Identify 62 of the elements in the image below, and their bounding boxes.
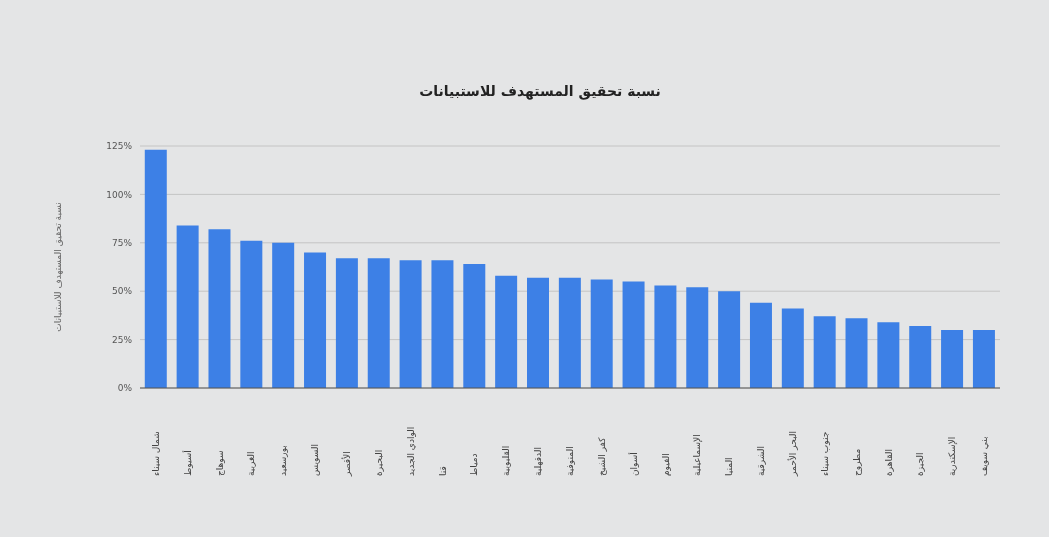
x-tick-label: السويس <box>310 444 321 476</box>
x-tick-label: الوادي الجديد <box>405 426 416 476</box>
x-tick-label: الإسماعيلية <box>692 434 704 476</box>
chart-title: نسبة تحقيق المستهدف للاستبيانات <box>418 83 662 99</box>
x-tick-label: القاهرة <box>883 449 894 476</box>
x-tick-label: الشرقية <box>756 445 767 476</box>
bar <box>367 258 390 388</box>
bar <box>813 316 836 388</box>
bar <box>972 329 995 388</box>
bar <box>845 318 868 388</box>
x-tick-label: أسيوط <box>181 450 193 476</box>
x-tick-label: الدقهلية <box>533 447 544 476</box>
bar <box>304 252 327 388</box>
x-tick-label: الغربية <box>246 451 257 476</box>
bar <box>558 277 581 388</box>
bar <box>877 322 900 388</box>
x-tick-label: سوهاج <box>214 450 225 476</box>
bar <box>431 260 454 388</box>
bar <box>941 329 964 388</box>
x-tick-label: شمال سيناء <box>150 431 161 476</box>
bar <box>335 258 358 388</box>
x-tick-label: القليوبية <box>501 445 512 476</box>
x-tick-label: المنيا <box>724 457 735 476</box>
y-axis-title: نسبة تحقيق المستهدف للاستبيانات <box>53 202 64 332</box>
x-tick-label: بني سويف <box>979 436 990 476</box>
x-tick-label: جنوب سيناء <box>819 431 830 476</box>
x-tick-label: قنا <box>437 466 448 476</box>
bar <box>654 285 677 388</box>
y-tick-label: 100% <box>106 189 133 200</box>
bar <box>622 281 645 388</box>
y-tick-label: 75% <box>111 238 133 248</box>
x-tick-label: مطروح <box>851 448 862 476</box>
bar <box>909 326 932 388</box>
bar <box>144 149 167 388</box>
y-tick-label: 50% <box>111 286 133 297</box>
x-tick-label: أسوان <box>627 452 639 476</box>
x-tick-label: بورسعيد <box>278 445 289 476</box>
bar <box>240 240 263 388</box>
x-tick-label: الإسكندرية <box>947 436 959 476</box>
bar <box>781 308 804 388</box>
bar <box>208 229 231 388</box>
x-tick-label: البحر الأحمر <box>786 431 798 477</box>
bar <box>527 277 549 388</box>
x-tick-label: الأقصر <box>341 451 353 477</box>
y-tick-label: 25% <box>111 334 133 345</box>
y-tick-label: 0% <box>117 383 133 394</box>
bar <box>495 275 518 388</box>
bar <box>749 302 772 388</box>
x-tick-label: الجيزة <box>915 452 926 476</box>
bar <box>718 291 741 388</box>
bar <box>463 264 486 388</box>
bar <box>590 279 613 388</box>
x-tick-label: دمياط <box>469 453 480 476</box>
x-tick-label: البحيرة <box>373 449 384 476</box>
x-tick-label: كفر الشيخ <box>596 436 607 476</box>
x-tick-label: الفيوم <box>660 453 671 476</box>
bar <box>176 225 199 388</box>
bar <box>686 287 709 388</box>
y-tick-label: 125% <box>106 141 133 152</box>
bar <box>272 242 295 388</box>
x-tick-label: المنوفية <box>565 446 575 476</box>
bar <box>399 260 422 388</box>
